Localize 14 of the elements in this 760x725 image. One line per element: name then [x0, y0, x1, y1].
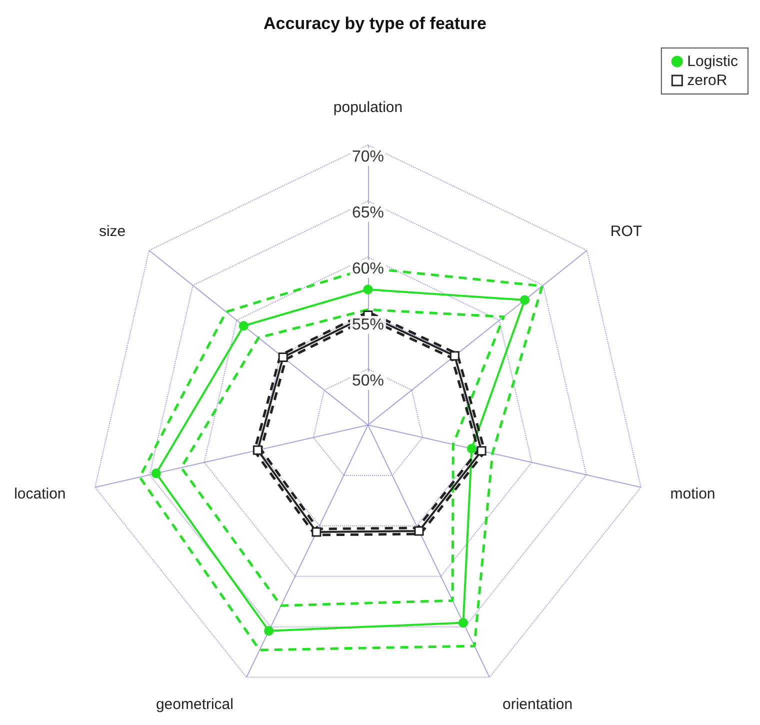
y-tick-label: 55% — [352, 316, 384, 334]
spoke-label: ROT — [610, 223, 642, 240]
y-tick-label: 70% — [352, 148, 384, 166]
spoke-label: population — [333, 99, 403, 116]
y-tick-label: 50% — [352, 372, 384, 390]
spoke-label: location — [14, 485, 66, 502]
legend-label: zeroR — [687, 72, 728, 89]
y-tick-label: 65% — [352, 204, 384, 222]
legend-label: Logistic — [687, 53, 738, 70]
spoke-label: orientation — [502, 696, 573, 713]
spoke-label: geometrical — [156, 696, 234, 713]
chart-title: Accuracy by type of feature — [264, 14, 486, 33]
spoke-label: motion — [670, 485, 716, 502]
spoke-label: size — [98, 223, 126, 240]
